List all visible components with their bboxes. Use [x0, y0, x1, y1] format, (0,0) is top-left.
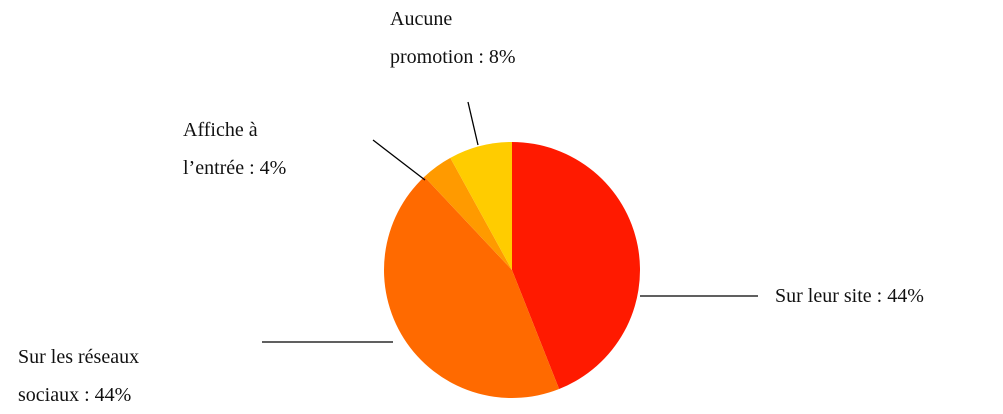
leader-line: [467, 101, 479, 146]
pie: [384, 142, 640, 398]
slice-label: Aucune promotion : 8%: [390, 8, 516, 68]
slice-label: Sur les réseaux sociaux : 44%: [18, 346, 140, 406]
page: Sur leur site : 44% Sur les réseaux soci…: [18, 8, 924, 406]
pie-slice: [450, 142, 512, 270]
leader-line: [372, 139, 426, 181]
pie-slice: [384, 176, 560, 398]
chart: [262, 101, 758, 398]
pie-slice: [424, 157, 512, 270]
slice-label: Affiche à l’entrée : 4%: [183, 119, 287, 179]
pie-slice: [512, 142, 640, 390]
slice-label: Sur leur site : 44%: [775, 285, 924, 307]
